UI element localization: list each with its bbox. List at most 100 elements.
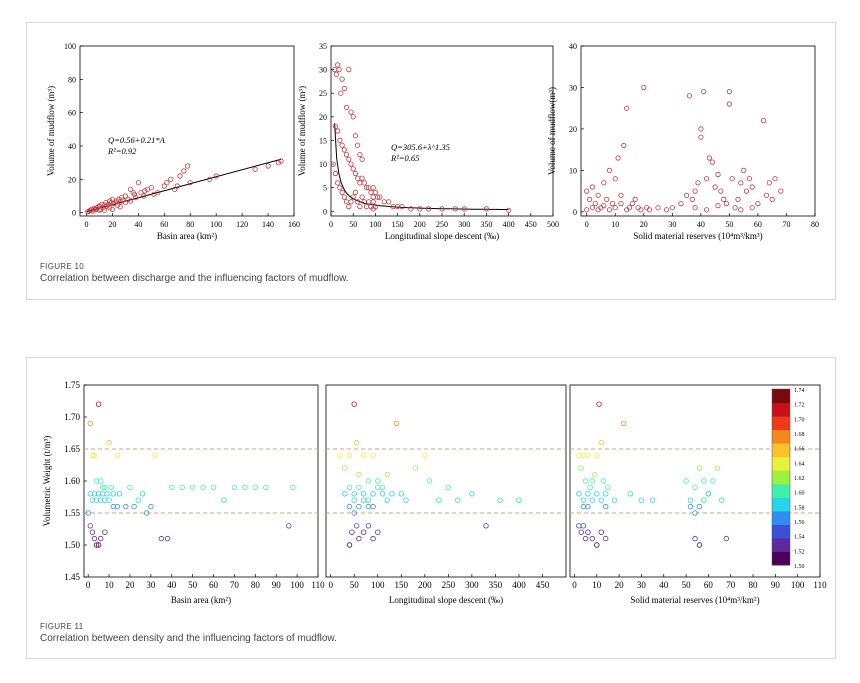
data-point [649,497,656,503]
plot-frame [83,384,319,578]
plot-frame [330,45,554,217]
data-point [379,491,386,497]
data-point [646,207,653,213]
data-point [749,184,755,190]
y-tick-label: 40 [569,42,577,51]
y-tick-label: 25 [319,89,327,98]
y-tick-label: 30 [319,66,327,75]
data-point [352,170,358,177]
x-tick-label: 200 [418,580,432,590]
data-point [692,510,698,516]
x-tick-label: 250 [442,580,456,590]
data-point [584,188,590,194]
y-tick-label: 15 [319,136,327,145]
x-tick-label: 50 [682,580,692,590]
data-point [683,478,689,484]
data-point [91,452,98,459]
x-tick-label: 70 [230,580,240,590]
data-point [723,201,730,207]
y-tick-label: 80 [68,75,76,84]
data-point [669,205,675,211]
data-point [696,465,703,471]
data-point [363,185,370,191]
data-point [172,186,178,192]
data-point [97,478,104,484]
x-tick-label: 60 [754,220,762,229]
data-point [596,401,602,407]
data-point [354,199,361,205]
data-point [351,510,357,516]
data-point [337,137,343,143]
data-point [102,484,108,491]
data-point [594,491,600,497]
data-point [641,84,647,91]
data-point [615,155,621,161]
x-tick-label: 110 [813,580,827,590]
chart-6: 0 10 20 30 40 50 60 70 80 90 100 110 Solid material … [569,384,827,605]
colorbar-segment [772,510,790,525]
data-point [128,186,134,192]
data-point [168,176,174,182]
data-point [275,160,281,166]
x-axis-label: Basin area (km²) [171,595,231,605]
data-point [95,542,102,548]
x-tick-label: 20 [108,220,116,229]
data-point [339,189,345,195]
y-tick-label: 1.75 [64,380,80,390]
data-point [595,192,601,198]
data-point [718,188,724,194]
data-point [398,491,404,497]
x-tick-label: 100 [791,580,805,590]
data-point [379,484,386,491]
data-point [131,503,137,510]
data-point [290,484,296,491]
data-point [403,497,409,503]
data-point [384,471,390,478]
data-point [743,188,750,194]
data-point [337,452,343,459]
data-point [461,206,467,212]
data-point [353,439,360,446]
data-point [497,497,503,503]
colorbar-segment [772,443,790,458]
data-point [365,497,372,503]
data-point [356,535,362,542]
figure-label: FIGURE 11 [40,622,84,631]
colorbar-tick-label: 1.62 [794,476,805,482]
data-point [598,439,604,446]
x-tick-label: 10 [105,580,115,590]
data-point [600,478,607,484]
data-point [342,491,348,497]
x-axis-label: Solid material reserves (10⁴m³/km³) [633,231,762,241]
data-point [587,484,593,491]
x-axis-label: Basin area (km²) [157,231,217,241]
data-point [612,176,618,182]
x-tick-label: 0 [572,580,577,590]
data-point [335,62,341,68]
data-point [360,452,367,459]
data-point [330,161,336,167]
data-point [687,497,694,503]
data-point [356,471,362,478]
data-point [350,166,356,172]
x-axis-label: Longitudinal slope descent (‰) [385,231,499,241]
data-point [278,158,284,164]
data-point [586,196,593,202]
data-point [601,203,607,209]
data-point [346,503,353,510]
data-point [352,133,358,139]
data-point [721,196,727,202]
data-point [332,123,338,129]
data-point [200,484,206,491]
data-point [375,484,381,491]
colorbar-segment [772,402,790,417]
data-point [372,204,378,210]
y-tick-label: 1.50 [64,540,80,550]
data-point [169,484,175,491]
data-point [342,465,348,471]
x-axis-label: Longitudinal slope descent (‰) [389,595,503,605]
data-point [110,503,116,510]
x-tick-label: 80 [251,580,261,590]
data-point [108,484,114,491]
data-point [346,204,352,210]
